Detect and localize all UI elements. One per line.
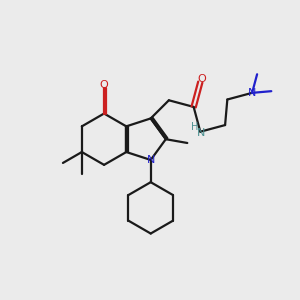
Text: N: N [146, 155, 155, 165]
Text: N: N [197, 128, 205, 138]
Text: H: H [191, 122, 199, 132]
Text: N: N [248, 88, 256, 98]
Text: O: O [100, 80, 108, 90]
Text: O: O [197, 74, 206, 84]
